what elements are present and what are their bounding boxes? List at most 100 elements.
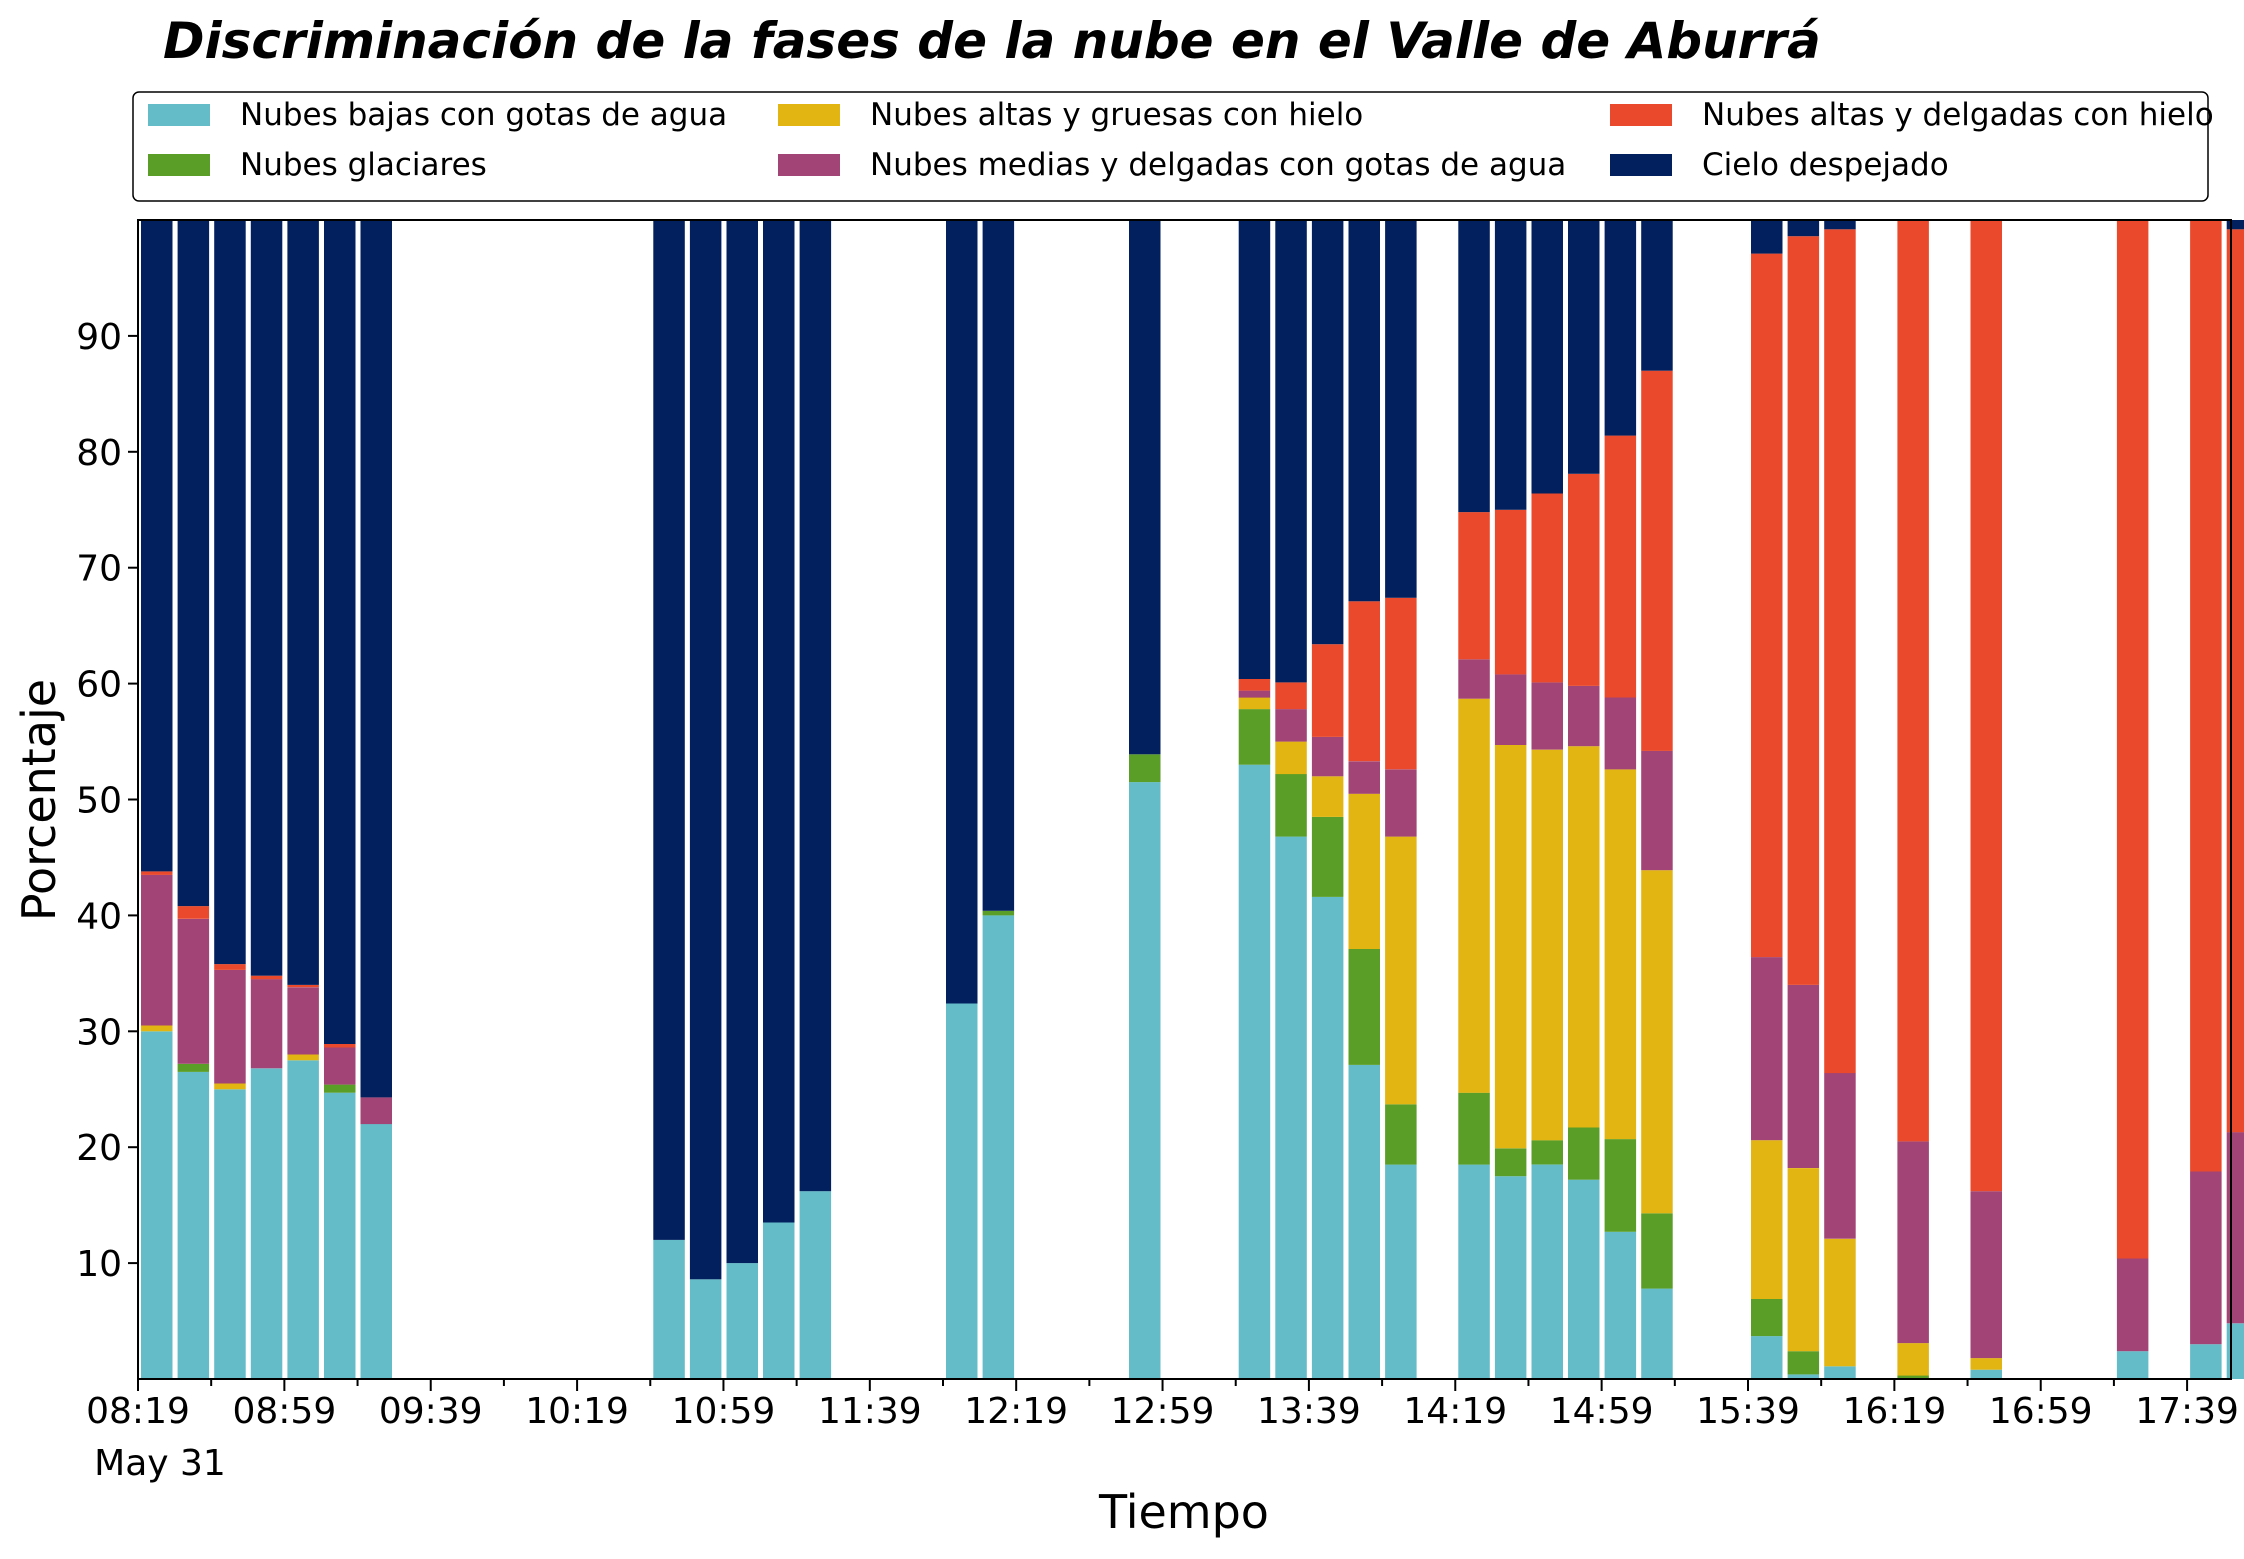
legend-swatch-nubes-altas-y-gruesas-con-hielo (778, 104, 840, 126)
bar-segment-nubes-medias-y-delgadas-con-gotas-de-agua (324, 1047, 356, 1085)
bar-segment-nubes-bajas-con-gotas-de-agua (1751, 1336, 1783, 1379)
x-tick-label: 13:39 (1257, 1391, 1361, 1432)
chart-title: Discriminación de la fases de la nube en… (163, 12, 1821, 70)
y-tick-label: 40 (76, 896, 122, 937)
y-ticks: 10 20 30 40 50 60 70 80 90 (76, 317, 138, 1285)
bar-segment-nubes-altas-y-gruesas-con-hielo (1238, 697, 1271, 710)
bar-segment-nubes-medias-y-delgadas-con-gotas-de-agua (1458, 659, 1490, 699)
bar-segment-nubes-medias-y-delgadas-con-gotas-de-agua (1385, 769, 1417, 837)
bar-segment-nubes-medias-y-delgadas-con-gotas-de-agua (141, 874, 173, 1026)
bar-segment-nubes-altas-y-gruesas-con-hielo (1348, 793, 1380, 949)
bar-segment-nubes-medias-y-delgadas-con-gotas-de-agua (214, 969, 246, 1084)
bar-segment-nubes-altas-y-delgadas-con-hielo (1897, 220, 1929, 1142)
bar-segment-nubes-medias-y-delgadas-con-gotas-de-agua (1568, 685, 1600, 747)
bar-segment-nubes-altas-y-gruesas-con-hielo (1531, 749, 1563, 1141)
x-tick-label: 17:39 (2135, 1391, 2239, 1432)
bar-segment-nubes-bajas-con-gotas-de-agua (1604, 1231, 1637, 1379)
bar-segment-nubes-altas-y-delgadas-con-hielo (287, 984, 319, 988)
x-date-label: May 31 (94, 1443, 226, 1484)
bar-segment-nubes-glaciares (1494, 1148, 1527, 1177)
bar-segment-nubes-bajas-con-gotas-de-agua (2116, 1351, 2149, 1379)
bar-segment-nubes-glaciares (1568, 1127, 1600, 1180)
legend-swatch-cielo-despejado (1610, 154, 1672, 176)
bar-segment-nubes-bajas-con-gotas-de-agua (1787, 1374, 1820, 1379)
bar-segment-nubes-altas-y-gruesas-con-hielo (1568, 746, 1600, 1128)
bar-segment-nubes-altas-y-gruesas-con-hielo (1275, 741, 1307, 775)
bar-segment-nubes-medias-y-delgadas-con-gotas-de-agua (1604, 697, 1637, 770)
bar-segment-nubes-glaciares (1787, 1351, 1820, 1375)
bar-segment-nubes-medias-y-delgadas-con-gotas-de-agua (2116, 1258, 2149, 1352)
bar-segment-nubes-altas-y-gruesas-con-hielo (1604, 769, 1637, 1140)
bar-segment-nubes-glaciares (1275, 774, 1307, 837)
bar-segment-nubes-altas-y-delgadas-con-hielo (1604, 435, 1637, 698)
bar-segment-nubes-altas-y-gruesas-con-hielo (1824, 1238, 1856, 1367)
bar-segment-nubes-altas-y-delgadas-con-hielo (1568, 473, 1600, 686)
bar-segment-nubes-altas-y-delgadas-con-hielo (141, 871, 173, 875)
y-tick-label: 20 (76, 1128, 122, 1169)
x-tick-label: 08:59 (232, 1391, 336, 1432)
x-tick-label: 10:59 (672, 1391, 776, 1432)
bar-segment-cielo-despejado (946, 220, 978, 1004)
bar-segment-nubes-bajas-con-gotas-de-agua (1824, 1366, 1856, 1379)
bar-segment-cielo-despejado (1531, 220, 1563, 494)
legend-label-nubes-altas-y-gruesas-con-hielo: Nubes altas y gruesas con hielo (870, 97, 1363, 133)
bar-segment-nubes-medias-y-delgadas-con-gotas-de-agua (2190, 1171, 2222, 1345)
bar-segment-nubes-altas-y-gruesas-con-hielo (1787, 1168, 1820, 1352)
bar-segment-nubes-altas-y-gruesas-con-hielo (287, 1054, 319, 1061)
bar-segment-nubes-bajas-con-gotas-de-agua (982, 915, 1015, 1379)
bar-segment-nubes-altas-y-delgadas-con-hielo (250, 975, 283, 980)
bar-segment-nubes-medias-y-delgadas-con-gotas-de-agua (1787, 984, 1820, 1168)
legend-swatch-nubes-bajas-con-gotas-de-agua (148, 104, 210, 126)
bar-segment-nubes-altas-y-delgadas-con-hielo (1824, 229, 1856, 1074)
bar-segment-nubes-medias-y-delgadas-con-gotas-de-agua (1531, 682, 1563, 750)
bar-segment-nubes-altas-y-delgadas-con-hielo (1238, 679, 1271, 691)
bar-segment-nubes-altas-y-delgadas-con-hielo (1751, 253, 1783, 958)
bar-segment-cielo-despejado (763, 220, 795, 1223)
legend-label-nubes-altas-y-delgadas-con-hielo: Nubes altas y delgadas con hielo (1702, 97, 2214, 133)
bar-segment-cielo-despejado (1568, 220, 1600, 474)
bar-segment-nubes-bajas-con-gotas-de-agua (653, 1239, 685, 1379)
bar-segment-nubes-altas-y-gruesas-con-hielo (1897, 1343, 1929, 1376)
bar-segment-nubes-medias-y-delgadas-con-gotas-de-agua (1348, 761, 1380, 794)
bar-segment-nubes-glaciares (1897, 1375, 1929, 1379)
bar-segment-nubes-bajas-con-gotas-de-agua (1970, 1369, 2002, 1379)
bar-segment-cielo-despejado (214, 220, 246, 965)
bar-segment-cielo-despejado (1751, 220, 1783, 254)
bar-segment-cielo-despejado (287, 220, 319, 985)
bar-segment-nubes-glaciares (1238, 709, 1271, 765)
bar-segment-nubes-altas-y-delgadas-con-hielo (1275, 682, 1307, 710)
bar-segment-nubes-glaciares (177, 1063, 210, 1072)
bar-segment-cielo-despejado (1641, 220, 1673, 371)
bar-segment-nubes-medias-y-delgadas-con-gotas-de-agua (1238, 690, 1271, 698)
bar-segment-nubes-glaciares (1129, 754, 1161, 783)
bar-segment-nubes-altas-y-gruesas-con-hielo (1385, 836, 1417, 1105)
bar-segment-nubes-altas-y-delgadas-con-hielo (2226, 229, 2244, 1133)
bar-segment-nubes-altas-y-delgadas-con-hielo (2190, 220, 2222, 1172)
bar-segment-nubes-medias-y-delgadas-con-gotas-de-agua (1311, 736, 1344, 777)
bar-segment-nubes-altas-y-delgadas-con-hielo (1348, 601, 1380, 762)
bar-segment-nubes-medias-y-delgadas-con-gotas-de-agua (2226, 1132, 2244, 1324)
bar-segment-nubes-altas-y-gruesas-con-hielo (1311, 776, 1344, 817)
bar-segment-cielo-despejado (250, 220, 283, 976)
bar-segment-nubes-bajas-con-gotas-de-agua (250, 1068, 283, 1379)
x-tick-label: 11:39 (818, 1391, 922, 1432)
x-axis-label: Tiempo (1098, 1485, 1269, 1539)
y-tick-label: 80 (76, 433, 122, 474)
x-tick-label: 15:39 (1696, 1391, 1800, 1432)
bar-segment-nubes-bajas-con-gotas-de-agua (360, 1124, 392, 1379)
bar-segment-nubes-glaciares (1458, 1092, 1490, 1165)
bar-segment-nubes-altas-y-gruesas-con-hielo (1458, 698, 1490, 1093)
bar-segment-cielo-despejado (1385, 220, 1417, 598)
bar-segment-nubes-medias-y-delgadas-con-gotas-de-agua (250, 979, 283, 1069)
legend-swatch-nubes-altas-y-delgadas-con-hielo (1610, 104, 1672, 126)
bar-segment-nubes-bajas-con-gotas-de-agua (1494, 1176, 1527, 1379)
bar-segment-nubes-bajas-con-gotas-de-agua (1641, 1288, 1673, 1379)
bar-segment-cielo-despejado (1275, 220, 1307, 683)
bar-segment-nubes-medias-y-delgadas-con-gotas-de-agua (177, 918, 210, 1064)
bar-segment-nubes-altas-y-delgadas-con-hielo (1385, 597, 1417, 770)
y-tick-label: 70 (76, 549, 122, 590)
bar-segment-cielo-despejado (1348, 220, 1380, 602)
bar-segment-nubes-bajas-con-gotas-de-agua (287, 1060, 319, 1379)
bar-segment-nubes-bajas-con-gotas-de-agua (324, 1092, 356, 1379)
